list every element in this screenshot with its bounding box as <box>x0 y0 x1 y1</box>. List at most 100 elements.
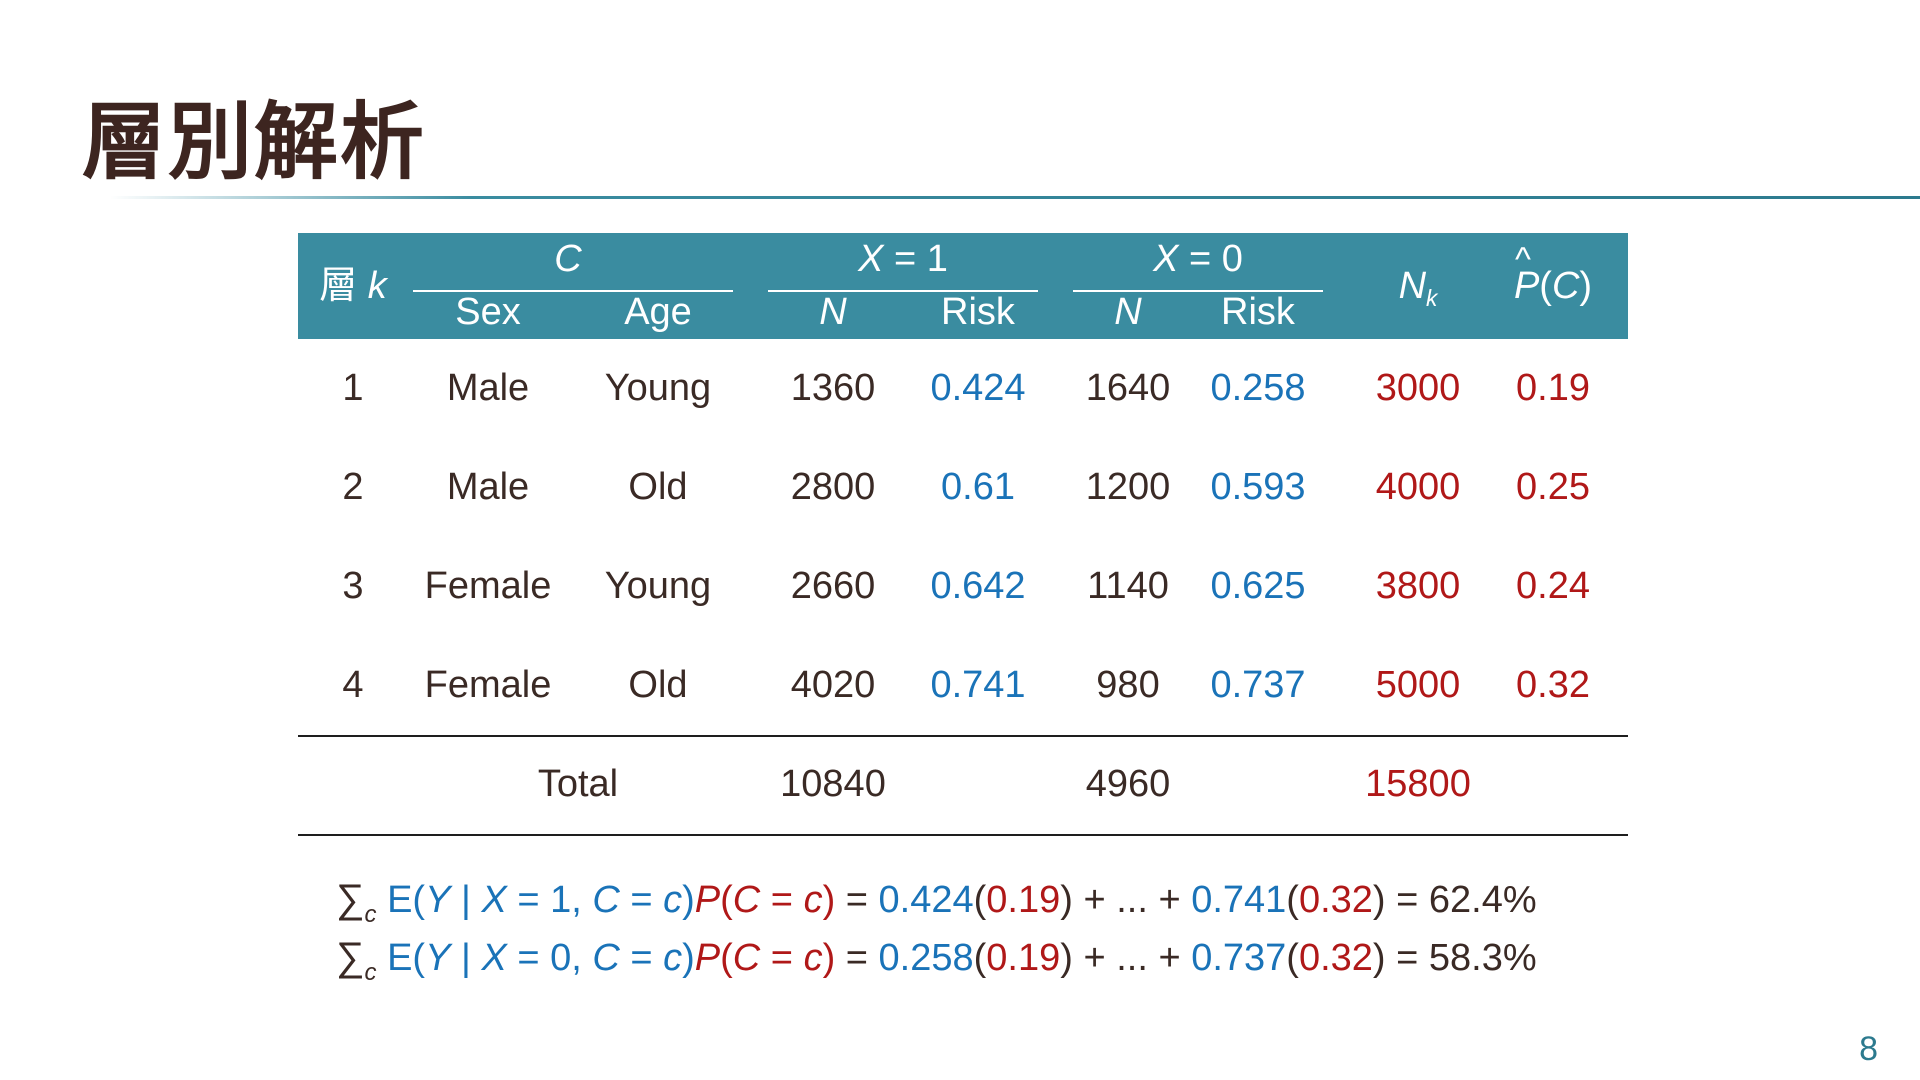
var-c: C <box>732 937 761 979</box>
header-x0-var: X <box>1153 238 1179 280</box>
cell-pc: 0.24 <box>1516 565 1590 607</box>
header-c-rule <box>413 290 733 292</box>
var-p: P <box>694 879 721 921</box>
cell-k: 3 <box>342 565 364 607</box>
table-header: 層 k C Sex Age X = 1 N Risk X = 0 N Risk … <box>298 207 1628 339</box>
p-open: ( <box>720 879 733 921</box>
var-p: P <box>694 937 721 979</box>
total-n1: 10840 <box>780 763 886 805</box>
cell-risk1: 0.741 <box>930 664 1026 706</box>
title-underline <box>110 196 1920 199</box>
sum-subscript: c <box>364 901 377 928</box>
cell-n0: 980 <box>1096 664 1160 706</box>
total-row: Total 10840 4960 15800 <box>298 735 1628 834</box>
var-y: Y <box>425 937 451 979</box>
first-risk: 0.258 <box>878 937 974 979</box>
table-row: 3 Female Young 2660 0.642 1140 0.625 380… <box>298 537 1628 636</box>
expectation-close: ) <box>682 879 695 921</box>
equals: = <box>835 937 879 979</box>
table-row: 1 Male Young 1360 0.424 1640 0.258 3000 … <box>298 339 1628 438</box>
cell-k: 2 <box>342 466 364 508</box>
header-n0: N <box>1114 291 1142 333</box>
paren-close: ) <box>1372 879 1386 921</box>
header-risk1: Risk <box>941 291 1015 333</box>
header-sex: Sex <box>455 291 521 333</box>
total-bottom-rule <box>298 834 1628 836</box>
slide-title: 層別解析 <box>82 93 427 191</box>
paren-open: ( <box>973 937 987 979</box>
header-pc-var: P <box>1514 207 1539 339</box>
header-stratum-label: 層 <box>319 265 358 307</box>
cell-n1: 2660 <box>790 565 876 607</box>
header-risk0: Risk <box>1221 291 1295 333</box>
cell-age: Young <box>604 367 712 409</box>
total-nk: 15800 <box>1365 763 1471 805</box>
last-risk: 0.737 <box>1191 937 1287 979</box>
paren-close: ) <box>1372 937 1386 979</box>
paren-close: ) <box>1060 879 1073 921</box>
eq-sign: = <box>760 879 804 921</box>
p-close: ) <box>822 937 836 979</box>
cell-pc: 0.32 <box>1516 664 1590 706</box>
stratified-table: 層 k C Sex Age X = 1 N Risk X = 0 N Risk … <box>298 207 1628 836</box>
paren-open: ( <box>973 879 987 921</box>
cell-risk0: 0.737 <box>1210 664 1306 706</box>
header-c-group: C <box>413 233 723 286</box>
header-x0-rule <box>1073 290 1323 292</box>
header-nk-sub: k <box>1426 284 1438 311</box>
formula-x0: ∑c E(Y | X = 0, C = c)P(C = c) = 0.258(0… <box>336 935 1537 987</box>
first-risk: 0.424 <box>878 879 974 921</box>
cell-age: Old <box>628 466 688 508</box>
eq-sign: = <box>619 879 664 921</box>
cell-n1: 4020 <box>790 664 876 706</box>
header-nk: Nk <box>1348 233 1488 339</box>
var-c-lower: c <box>803 937 823 979</box>
cell-risk1: 0.61 <box>941 466 1015 508</box>
sum-subscript: c <box>364 959 377 986</box>
var-c-lower: c <box>663 879 683 921</box>
var-c: C <box>592 879 620 921</box>
cell-risk0: 0.625 <box>1210 565 1306 607</box>
var-c: C <box>592 937 620 979</box>
header-x0-group: X = 0 <box>1073 233 1323 286</box>
cell-k: 1 <box>342 367 364 409</box>
header-stratum-var: k <box>367 265 387 307</box>
var-x: X <box>481 879 507 921</box>
table-row: 2 Male Old 2800 0.61 1200 0.593 4000 0.2… <box>298 438 1628 537</box>
paren-close: ) <box>1060 937 1073 979</box>
header-pc-c: C <box>1551 265 1580 307</box>
ellipsis: + ... + <box>1072 937 1192 979</box>
cell-n1: 2800 <box>790 466 876 508</box>
formula-result: = 58.3% <box>1385 937 1537 979</box>
cell-risk0: 0.258 <box>1210 367 1306 409</box>
cell-k: 4 <box>342 664 364 706</box>
header-pc: P(C) <box>1488 207 1618 339</box>
header-x0-eq: = 0 <box>1178 238 1243 280</box>
formula-x1: ∑c E(Y | X = 1, C = c)P(C = c) = 0.424(0… <box>336 877 1537 929</box>
paren-open: ( <box>1286 937 1299 979</box>
cell-nk: 5000 <box>1375 664 1461 706</box>
cell-sex: Male <box>446 466 530 508</box>
last-weight: 0.32 <box>1298 879 1373 921</box>
first-weight: 0.19 <box>986 937 1061 979</box>
var-c: C <box>732 879 761 921</box>
header-nk-var: N <box>1398 265 1427 307</box>
header-age: Age <box>624 291 692 333</box>
header-x1-var: X <box>858 238 884 280</box>
x-value: = 0, <box>506 937 593 979</box>
cell-risk1: 0.642 <box>930 565 1026 607</box>
table-row: 4 Female Old 4020 0.741 980 0.737 5000 0… <box>298 636 1628 735</box>
total-n0: 4960 <box>1085 763 1171 805</box>
cell-age: Young <box>604 565 712 607</box>
header-x1-rule <box>768 290 1038 292</box>
cell-risk0: 0.593 <box>1210 466 1306 508</box>
page-number: 8 <box>1859 1030 1878 1068</box>
cell-nk: 3000 <box>1375 367 1461 409</box>
equals: = <box>835 879 879 921</box>
last-risk: 0.741 <box>1191 879 1287 921</box>
cell-pc: 0.25 <box>1516 466 1590 508</box>
given-bar: | <box>450 879 482 921</box>
cell-sex: Female <box>424 664 552 706</box>
var-c-lower: c <box>663 937 683 979</box>
expectation-close: ) <box>682 937 695 979</box>
